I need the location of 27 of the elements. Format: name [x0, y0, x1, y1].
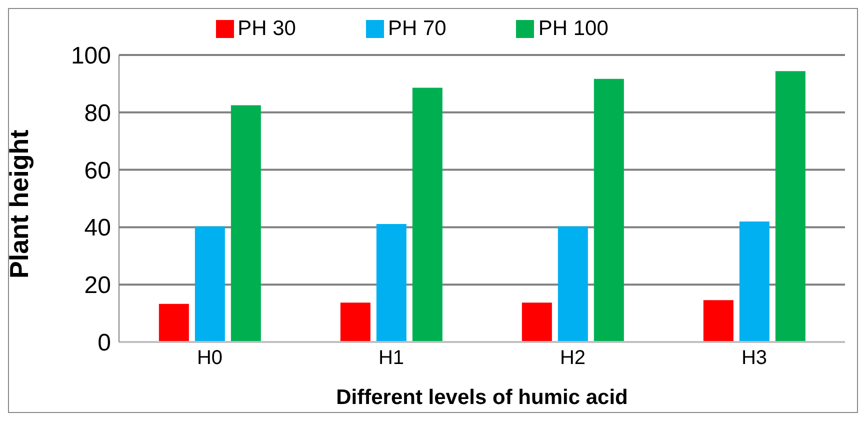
x-tick-label: H0: [196, 347, 223, 370]
bar: [376, 224, 406, 342]
bar: [230, 105, 261, 342]
x-tick-label: H3: [741, 347, 768, 370]
y-tick-label: 80: [84, 100, 111, 127]
bar: [558, 226, 588, 342]
bar: [703, 300, 734, 342]
bar: [522, 302, 552, 342]
bar: [158, 304, 189, 342]
y-tick-label: 60: [84, 157, 111, 184]
x-tick-label: H1: [378, 347, 404, 370]
legend-label: PH 70: [388, 17, 446, 40]
legend-label: PH 100: [538, 17, 608, 40]
bar: [775, 71, 806, 342]
y-tick-label: 40: [84, 214, 111, 242]
x-axis-title: Different levels of humic acid: [336, 386, 628, 409]
bar: [594, 78, 624, 342]
bar: [340, 302, 370, 342]
bar: [194, 226, 225, 342]
y-tick-label: 100: [70, 42, 111, 70]
y-tick-label: 20: [84, 272, 111, 300]
legend-label: PH 30: [238, 17, 296, 40]
bar: [739, 221, 770, 342]
bar: [412, 88, 442, 342]
y-axis-title: Plant height: [4, 129, 34, 278]
x-tick-label: H2: [560, 347, 586, 370]
y-tick-label: 0: [98, 330, 111, 357]
